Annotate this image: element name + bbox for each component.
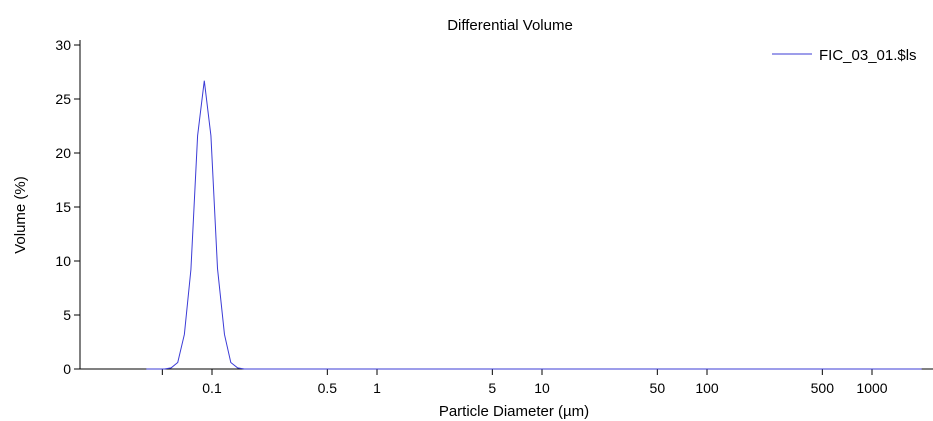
y-axis-title: Volume (%) [12, 176, 29, 254]
x-tick-label: 100 [695, 380, 719, 396]
legend-label: FIC_03_01.$ls [819, 47, 917, 64]
y-tick-label: 30 [55, 37, 71, 53]
x-tick-label: 10 [534, 380, 550, 396]
y-tick-label: 20 [55, 145, 71, 161]
x-tick-label: 1 [373, 380, 381, 396]
x-axis-ticks: 0.1 0.5 1 5 10 50 100 500 1000 [161, 369, 888, 396]
x-tick-label: 5 [488, 380, 496, 396]
chart-title: Differential Volume [447, 17, 573, 34]
y-axis-ticks: 0 5 10 15 20 25 30 [55, 37, 80, 377]
y-tick-label: 0 [63, 361, 71, 377]
x-tick-label: 0.1 [202, 380, 222, 396]
x-tick-label: 1000 [856, 380, 887, 396]
x-tick-label: 0.5 [318, 380, 338, 396]
y-tick-label: 15 [55, 199, 71, 215]
x-axis-title: Particle Diameter (µm) [439, 403, 589, 420]
series-line-fic-03-01 [146, 80, 922, 370]
y-tick-label: 25 [55, 91, 71, 107]
x-tick-label: 500 [811, 380, 835, 396]
y-tick-label: 5 [63, 307, 71, 323]
x-tick-label: 50 [650, 380, 666, 396]
y-tick-label: 10 [55, 253, 71, 269]
legend: FIC_03_01.$ls [772, 47, 917, 64]
